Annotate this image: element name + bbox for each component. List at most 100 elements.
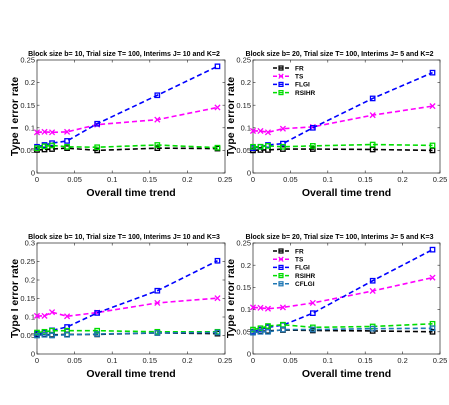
data-point-cflgi [250, 329, 256, 336]
data-point-flgi [154, 92, 161, 99]
y-tick-label: 0.1 [241, 305, 251, 314]
series-ts [33, 104, 221, 136]
legend-label: TS [295, 257, 304, 264]
y-tick-label: 0.1 [25, 123, 35, 132]
chart-panel-1: Block size b= 10, Trial size T= 100, Int… [9, 51, 232, 199]
data-point-ts [249, 127, 257, 135]
marker-stroke [48, 129, 56, 136]
series-rsihr [250, 141, 436, 150]
data-point-ts [214, 104, 221, 111]
x-axis-label: Overall time trend [86, 187, 175, 199]
data-point-ts [48, 309, 56, 316]
x-tick-label: 0.05 [67, 175, 82, 184]
chart-title: Block size b= 20, Trial size T= 100, Int… [246, 51, 434, 58]
data-point-cflgi [369, 325, 376, 332]
x-tick-label: 0.15 [142, 356, 157, 365]
data-point-ts [429, 274, 436, 281]
data-point-ts [279, 125, 286, 132]
y-tick-label: 0.25 [20, 56, 35, 65]
x-tick-label: 0.15 [358, 175, 373, 184]
marker-stroke [369, 287, 376, 295]
axes-box [252, 59, 441, 174]
y-tick-label: 0 [31, 169, 35, 178]
data-point-ts [64, 313, 71, 320]
marker-stroke [264, 129, 272, 136]
data-point-flgi [64, 138, 70, 144]
data-point-cflgi [49, 332, 55, 339]
x-tick-label: 0.05 [283, 175, 298, 184]
data-point-cflgi [41, 331, 48, 338]
y-tick-label: 0.2 [25, 78, 35, 87]
legend-marker [278, 273, 284, 279]
chart-title: Block size b= 20, Trial size T= 100, Int… [246, 234, 434, 241]
data-point-flgi [429, 69, 436, 76]
marker-stroke [33, 129, 41, 136]
marker-stroke [249, 304, 257, 311]
marker-stroke [429, 274, 436, 281]
data-point-flgi [94, 310, 101, 316]
series-line-flgi [36, 65, 218, 148]
y-tick-label: 0 [247, 350, 251, 359]
data-point-rsihr [369, 141, 376, 148]
data-point-rsihr [41, 143, 48, 150]
x-tick-label: 0.1 [323, 175, 333, 184]
marker-stroke [257, 304, 264, 311]
data-point-ts [257, 304, 264, 311]
x-tick-label: 0.25 [218, 356, 233, 365]
legend-marker [278, 81, 284, 88]
marker-stroke [214, 104, 221, 111]
legend-marker [278, 89, 284, 96]
data-point-fr [154, 145, 161, 151]
series-rsihr [34, 142, 221, 151]
y-axis-label: Type I error rate [9, 77, 21, 156]
x-tick-label: 0.1 [323, 356, 333, 365]
series-line-cflgi [36, 331, 218, 337]
y-tick-label: 0.2 [241, 78, 251, 87]
data-point-rsihr [257, 325, 264, 332]
data-point-cflgi [257, 328, 264, 335]
series-fr [250, 146, 436, 154]
series-line-ts [253, 105, 433, 134]
legend-label: FLGI [295, 82, 310, 89]
series-line-rsihr [36, 144, 218, 149]
series-flgi [250, 246, 436, 335]
marker-stroke [369, 112, 376, 119]
data-point-ts [369, 287, 376, 295]
data-point-rsihr [250, 326, 256, 333]
y-tick-label: 0.05 [236, 146, 251, 155]
data-point-ts [33, 312, 41, 319]
data-point-rsihr [34, 145, 40, 151]
data-point-flgi [369, 277, 376, 284]
y-axis-label: Type I error rate [225, 77, 237, 156]
marker-stroke [279, 304, 286, 311]
y-tick-label: 0.1 [241, 123, 251, 132]
data-point-flgi [214, 257, 221, 264]
y-axis-label: Type I error rate [225, 259, 237, 338]
x-tick-label: 0.2 [397, 356, 407, 365]
data-point-fr [309, 146, 316, 152]
marker-stroke [279, 125, 286, 132]
x-tick-label: 0.2 [182, 356, 192, 365]
y-tick-label: 0.25 [20, 257, 35, 266]
data-point-flgi [64, 324, 70, 330]
series-line-rsihr [36, 329, 218, 334]
y-tick-label: 0.15 [236, 101, 251, 110]
x-tick-label: 0.15 [142, 175, 157, 184]
series-ts [249, 274, 436, 312]
data-point-flgi [94, 120, 101, 127]
y-tick-label: 0.05 [236, 327, 251, 336]
data-point-rsihr [154, 142, 161, 148]
x-tick-label: 0.25 [433, 356, 448, 365]
data-point-flgi [280, 140, 286, 147]
x-tick-label: 0.25 [218, 175, 233, 184]
data-point-ts [264, 129, 272, 136]
y-tick-label: 0 [31, 350, 35, 359]
series-line-flgi [252, 248, 433, 333]
legend-marker [278, 65, 284, 71]
marker-stroke [249, 127, 257, 135]
series-cflgi [34, 329, 221, 339]
marker-stroke [64, 128, 71, 135]
data-point-ts [64, 128, 71, 135]
y-tick-label: 0 [247, 169, 251, 178]
